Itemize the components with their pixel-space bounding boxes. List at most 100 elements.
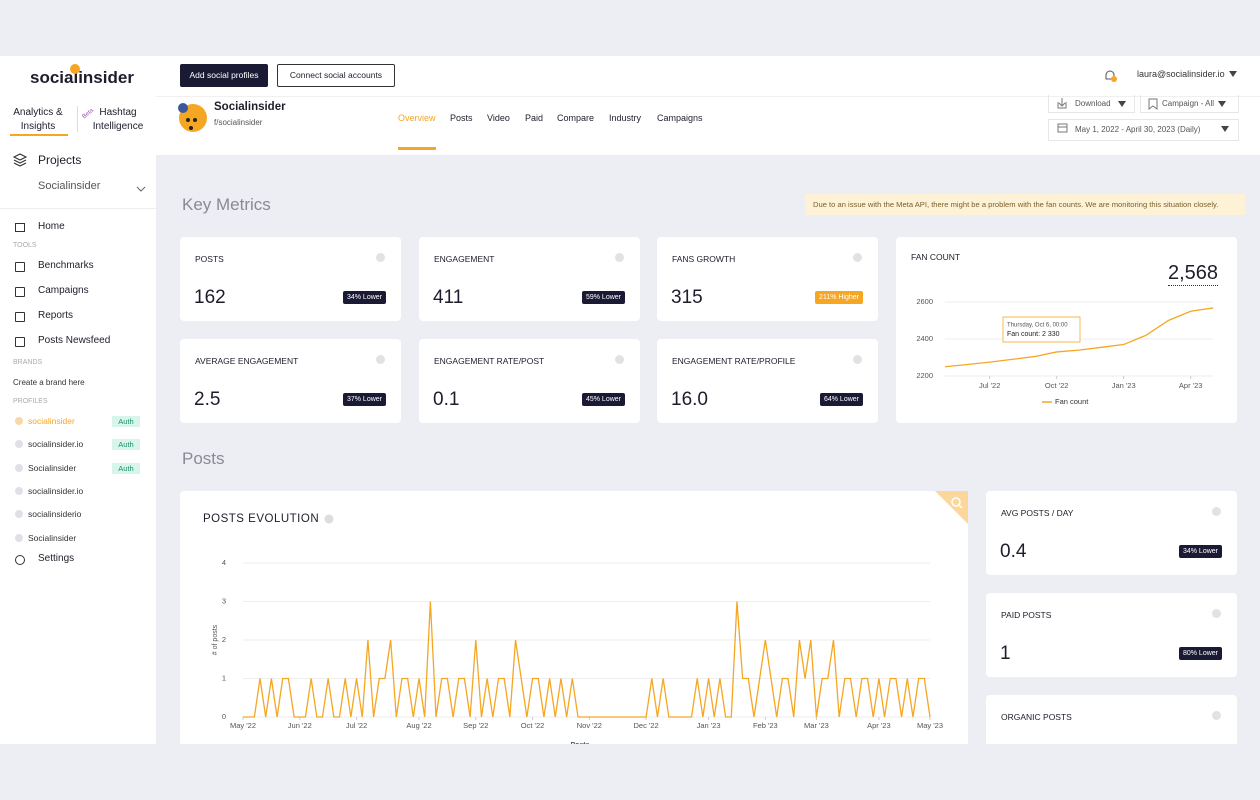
profile-tab[interactable]: Paid [525,113,544,123]
nav-item[interactable]: Campaigns [38,285,89,296]
date-range-select[interactable] [1048,119,1239,141]
auth-badge[interactable]: Auth [112,416,140,427]
metric-value: 0.1 [433,389,460,410]
x-tick-label: Apr '23 [867,721,891,730]
x-tick-label: Jun '22 [288,721,312,730]
series-line [243,601,931,718]
info-icon[interactable] [324,514,334,524]
avatar [178,103,207,132]
profile-icon [15,440,23,448]
metric-label: PAID POSTS [1001,610,1052,620]
y-tick-label: 2 [222,635,226,644]
y-tick-label: 1 [222,673,226,682]
campaign-select[interactable] [1140,95,1239,113]
profile-item[interactable]: Socialinsider [28,533,77,543]
profile-name: Socialinsider [214,101,286,113]
auth-badge[interactable]: Auth [112,463,140,474]
x-tick-label: Oct '22 [521,721,545,730]
tooltip-box [1002,316,1081,343]
profile-item[interactable]: Socialinsider [28,463,77,473]
profile-item[interactable]: socialinsiderio [28,509,82,519]
profile-icon [15,464,23,472]
nav-item[interactable]: Home [38,221,65,232]
metric-badge: 64% Lower [819,393,863,406]
metric-value: 315 [671,287,703,308]
fan-count-chart: 2200 2400 2600 Jul '22 Oct '22 Jan '23 Apr '23… [916,297,1214,406]
fan-count-title: FAN COUNT [911,252,961,262]
x-tick-label: Mar '23 [804,721,829,730]
notice: Due to an issue with the Meta API, there… [805,194,1245,215]
profile-tab[interactable]: Posts [450,113,473,123]
profile-tab[interactable]: Overview [398,113,436,123]
profile-tab[interactable]: Video [487,113,510,123]
metric-value: 16.0 [671,389,708,410]
user-email[interactable]: laura@socialinsider.io [1137,69,1225,79]
info-icon[interactable] [853,355,862,364]
nav-icon [15,555,25,565]
info-icon[interactable] [1212,507,1221,516]
nav-icon [15,262,25,272]
metric-label: ENGAGEMENT RATE/PROFILE [672,356,796,366]
tab-underline [398,147,436,150]
metric-badge: 80% Lower [1178,647,1222,660]
metric-value: 162 [194,287,226,308]
info-icon[interactable] [1212,609,1221,618]
top-band [0,0,1260,56]
x-tick-label: Dec '22 [634,721,659,730]
nav-item[interactable]: Posts Newsfeed [38,335,111,346]
series-line [944,307,1214,368]
tab-underline [10,134,68,136]
posts-evolution-card [180,491,968,751]
profile-tab[interactable]: Compare [557,113,595,123]
add-profiles-button[interactable]: Add social profiles [180,64,268,87]
metric-badge: 211% Higher [815,291,863,304]
download-label[interactable]: Download [1075,99,1111,108]
nav-item[interactable]: Reports [38,310,74,321]
section-label: BRANDS [13,359,43,366]
create-brand[interactable]: Create a brand here [13,378,85,387]
profile-item[interactable]: socialinsider.io [28,439,84,449]
tab-hashtag[interactable]: Hashtag Intelligence [92,107,144,132]
posts-evolution-title: POSTS EVOLUTION [203,513,320,525]
info-icon[interactable] [376,355,385,364]
campaign-label[interactable]: Campaign - All [1162,99,1215,108]
search-corner[interactable] [935,491,968,524]
metric-label: AVERAGE ENGAGEMENT [195,356,299,366]
nav-icon [15,337,25,347]
topbar [156,56,1260,155]
profile-item[interactable]: socialinsider.io [28,486,84,496]
tab-divider [77,106,78,132]
info-icon[interactable] [853,253,862,262]
info-icon[interactable] [615,355,624,364]
tab-analytics[interactable]: Analytics & Insights [13,107,63,132]
info-icon[interactable] [376,253,385,262]
metric-badge: 45% Lower [581,393,625,406]
logo: socialinsider [30,68,134,87]
x-tick-label: Jul '22 [346,721,367,730]
section-label: TOOLS [13,242,37,249]
bell-icon[interactable] [1103,68,1119,84]
info-icon[interactable] [1212,711,1221,720]
download-button[interactable] [1048,95,1135,113]
nav-icon [15,312,25,322]
metric-label: AVG POSTS / DAY [1001,508,1074,518]
profile-item[interactable]: socialinsider [28,416,75,426]
nav-item[interactable]: Benchmarks [38,260,94,271]
profile-icon [15,510,23,518]
x-tick-label: Jan '23 [1112,381,1136,390]
y-tick-label: 4 [222,558,226,567]
nav-item[interactable]: Settings [38,553,75,564]
metric-card [657,237,878,321]
y-tick-label: 3 [222,596,226,605]
auth-badge[interactable]: Auth [112,439,140,450]
profile-tab[interactable]: Industry [609,113,642,123]
profile-tab[interactable]: Campaigns [657,113,703,123]
divider [0,208,156,209]
tooltip-text: Fan count: 2 330 [1007,331,1060,338]
date-range[interactable]: May 1, 2022 - April 30, 2023 (Daily) [1075,125,1201,134]
connect-accounts-button[interactable]: Connect social accounts [277,64,395,87]
project-select[interactable]: Socialinsider [38,180,101,192]
metric-badge: 34% Lower [342,291,386,304]
info-icon[interactable] [615,253,624,262]
